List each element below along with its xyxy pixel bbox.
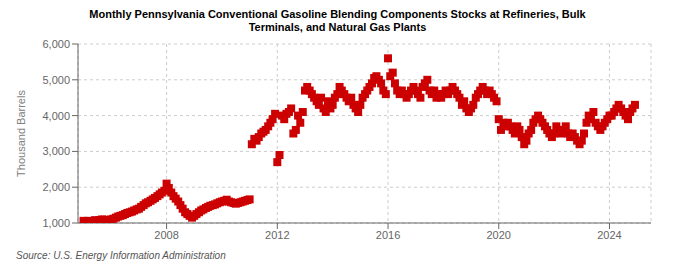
svg-text:2012: 2012 (265, 229, 289, 241)
svg-text:2016: 2016 (376, 229, 400, 241)
html-text:Monthly Pennsylvania Conventio: Monthly Pennsylvania Conventional Gasoli… (89, 8, 586, 20)
svg-text:4,000: 4,000 (42, 110, 70, 122)
html-text:Source: U.S. Energy Informatio: Source: U.S. Energy Information Administ… (16, 250, 226, 261)
svg-text:2024: 2024 (597, 229, 621, 241)
html-text:Terminals, and Natural Gas Pla: Terminals, and Natural Gas Plants (248, 21, 427, 33)
svg-text:6,000: 6,000 (42, 38, 70, 50)
svg-text:5,000: 5,000 (42, 74, 70, 86)
svg-text:Thousand Barrels: Thousand Barrels (15, 90, 27, 177)
svg-text:2020: 2020 (487, 229, 511, 241)
svg-text:2,000: 2,000 (42, 181, 70, 193)
svg-text:3,000: 3,000 (42, 145, 70, 157)
svg-text:2008: 2008 (154, 229, 178, 241)
svg-text:1,000: 1,000 (42, 217, 70, 229)
